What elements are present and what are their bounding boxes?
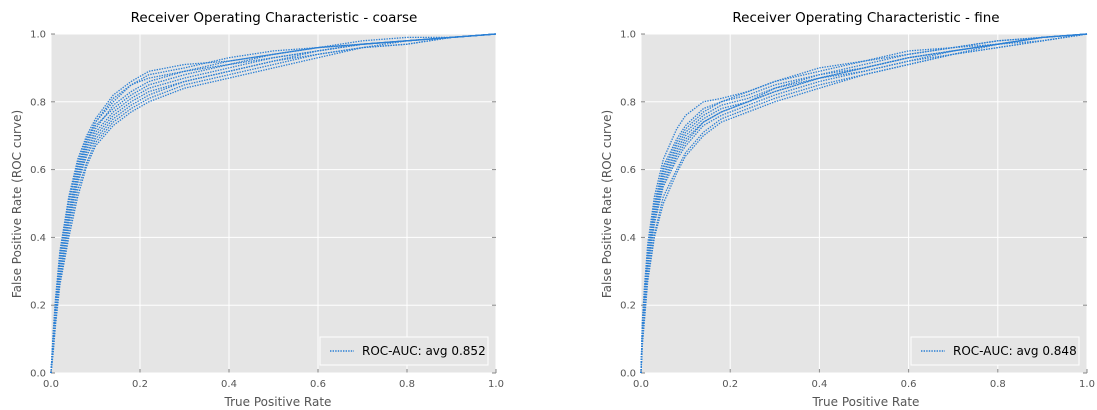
x-tick-label: 0.6: [310, 379, 326, 390]
x-tick-label: 0.6: [901, 379, 917, 390]
y-tick-label: 0.0: [620, 369, 636, 380]
x-tick-label: 0.4: [221, 379, 237, 390]
x-axis-label: True Positive Rate: [224, 395, 332, 409]
roc-series-6: [640, 33, 1088, 374]
chart-title: Receiver Operating Characteristic - coar…: [131, 10, 418, 26]
roc-series-7: [640, 33, 1088, 374]
roc-chart-coarse: Receiver Operating Characteristic - coar…: [10, 10, 504, 409]
roc-series-10: [640, 33, 1088, 374]
roc-series-4: [640, 33, 1088, 374]
y-tick-label: 1.0: [30, 30, 46, 41]
y-axis-label: False Positive Rate (ROC curve): [10, 110, 24, 298]
plot-area: [641, 34, 1087, 373]
y-axis-label: False Positive Rate (ROC curve): [600, 110, 614, 298]
x-tick-label: 0.4: [811, 379, 827, 390]
y-tick-label: 0.6: [620, 165, 636, 176]
y-tick-label: 1.0: [620, 30, 636, 41]
roc-series-9: [640, 33, 1088, 374]
legend-box: [319, 336, 489, 366]
y-tick-label: 0.2: [620, 301, 636, 312]
y-tick-label: 0.0: [30, 369, 46, 380]
y-tick-label: 0.6: [30, 165, 46, 176]
y-tick-label: 0.2: [30, 301, 46, 312]
roc-series-2: [640, 33, 1088, 374]
roc-series-9: [50, 33, 497, 374]
legend-box: [910, 336, 1080, 366]
legend-label: ROC-AUC: avg 0.852: [362, 344, 486, 358]
x-tick-label: 0.0: [43, 379, 59, 390]
plot-area: [51, 34, 496, 373]
legend-label: ROC-AUC: avg 0.848: [953, 344, 1077, 358]
legend: ROC-AUC: avg 0.852: [319, 336, 489, 366]
y-tick-label: 0.8: [620, 97, 636, 108]
roc-series-6: [50, 33, 497, 374]
legend: ROC-AUC: avg 0.848: [910, 336, 1080, 366]
chart-title: Receiver Operating Characteristic - fine: [732, 10, 999, 26]
x-tick-label: 0.2: [722, 379, 738, 390]
roc-series-8: [640, 33, 1088, 374]
roc-series-10: [50, 33, 497, 374]
x-tick-label: 1.0: [488, 379, 504, 390]
x-tick-label: 0.8: [990, 379, 1006, 390]
x-tick-label: 0.2: [132, 379, 148, 390]
x-axis-label: True Positive Rate: [812, 395, 920, 409]
y-tick-label: 0.4: [30, 233, 46, 244]
y-tick-label: 0.8: [30, 97, 46, 108]
x-tick-label: 0.8: [399, 379, 415, 390]
x-tick-label: 0.0: [633, 379, 649, 390]
x-tick-label: 1.0: [1079, 379, 1095, 390]
roc-series-2: [50, 33, 497, 374]
roc-chart-fine: Receiver Operating Characteristic - fine…: [600, 10, 1095, 409]
y-tick-label: 0.4: [620, 233, 636, 244]
